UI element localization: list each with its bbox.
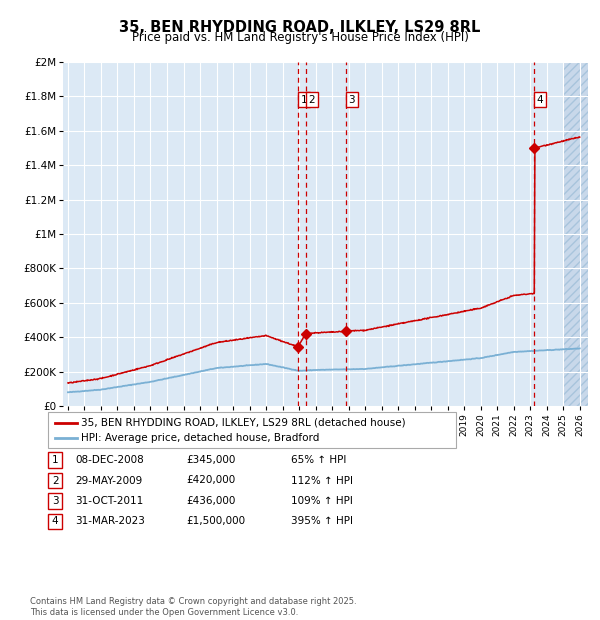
Text: 31-OCT-2011: 31-OCT-2011 [75, 496, 143, 506]
Text: £1,500,000: £1,500,000 [186, 516, 245, 526]
Text: 29-MAY-2009: 29-MAY-2009 [75, 476, 142, 485]
Text: 112% ↑ HPI: 112% ↑ HPI [291, 476, 353, 485]
Text: £436,000: £436,000 [186, 496, 235, 506]
Text: 35, BEN RHYDDING ROAD, ILKLEY, LS29 8RL (detached house): 35, BEN RHYDDING ROAD, ILKLEY, LS29 8RL … [81, 418, 406, 428]
Text: 65% ↑ HPI: 65% ↑ HPI [291, 455, 346, 465]
Text: 35, BEN RHYDDING ROAD, ILKLEY, LS29 8RL: 35, BEN RHYDDING ROAD, ILKLEY, LS29 8RL [119, 20, 481, 35]
Text: 1: 1 [52, 455, 59, 465]
Bar [563, 62, 588, 406]
Text: 3: 3 [348, 95, 355, 105]
Text: 08-DEC-2008: 08-DEC-2008 [75, 455, 144, 465]
Text: 2: 2 [52, 476, 59, 485]
Text: 1: 1 [301, 95, 307, 105]
Text: 3: 3 [52, 496, 59, 506]
Bar [563, 62, 588, 406]
Text: HPI: Average price, detached house, Bradford: HPI: Average price, detached house, Brad… [81, 433, 319, 443]
Text: 4: 4 [537, 95, 544, 105]
Text: 109% ↑ HPI: 109% ↑ HPI [291, 496, 353, 506]
Text: 395% ↑ HPI: 395% ↑ HPI [291, 516, 353, 526]
Text: 4: 4 [52, 516, 59, 526]
Text: Contains HM Land Registry data © Crown copyright and database right 2025.
This d: Contains HM Land Registry data © Crown c… [30, 598, 356, 617]
Text: £345,000: £345,000 [186, 455, 235, 465]
Text: Price paid vs. HM Land Registry's House Price Index (HPI): Price paid vs. HM Land Registry's House … [131, 31, 469, 44]
Text: £420,000: £420,000 [186, 476, 235, 485]
Text: 31-MAR-2023: 31-MAR-2023 [75, 516, 145, 526]
Text: 2: 2 [308, 95, 315, 105]
